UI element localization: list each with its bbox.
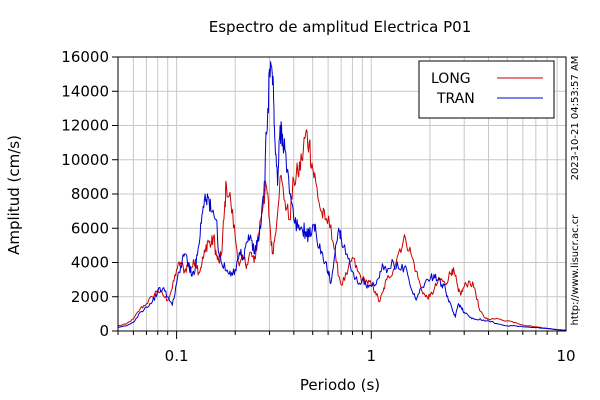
x-tick-label: 1	[367, 347, 377, 365]
series-line-long	[117, 129, 567, 331]
x-axis-title: Periodo (s)	[300, 376, 380, 394]
x-tick-label: 10	[556, 347, 575, 365]
legend: LONG TRAN	[418, 60, 555, 119]
chart-title: Espectro de amplitud Electrica P01	[209, 18, 472, 36]
y-tick-label: 2000	[71, 288, 109, 306]
y-tick-label: 16000	[61, 48, 109, 66]
y-tick-label: 6000	[71, 219, 109, 237]
legend-label-long: LONG	[431, 71, 471, 87]
grid	[117, 56, 566, 332]
x-tick-label: 0.1	[165, 347, 189, 365]
series-line-tran	[117, 61, 567, 331]
y-axis-title: Amplitud (cm/s)	[5, 135, 23, 255]
legend-box	[418, 60, 555, 119]
y-tick-label: 14000	[61, 82, 109, 100]
axis-ticks: 0 2000 4000 6000 8000 10000 12000 14000 16000 0.1…	[61, 48, 575, 365]
timestamp-label: 2023-10-21 04:53:57 AM	[570, 56, 581, 181]
legend-label-tran: TRAN	[436, 91, 475, 107]
y-tick-label: 4000	[71, 254, 109, 272]
series-lines	[117, 61, 567, 331]
y-tick-label: 10000	[61, 151, 109, 169]
y-tick-label: 8000	[71, 185, 109, 203]
y-tick-label: 0	[99, 322, 109, 340]
y-tick-label: 12000	[61, 117, 109, 135]
website-label: http://www.lisucr.ac.cr	[570, 214, 581, 326]
